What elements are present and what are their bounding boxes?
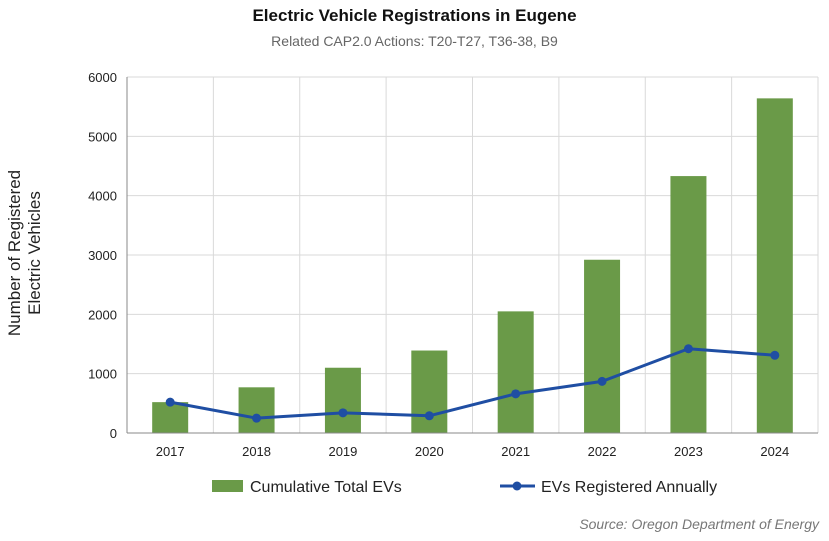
x-tick-label: 2023 xyxy=(674,444,703,459)
legend-bar-swatch xyxy=(212,480,243,492)
x-tick-label: 2022 xyxy=(588,444,617,459)
legend-line-marker xyxy=(512,481,522,491)
bar-cumulative xyxy=(497,311,534,433)
bar-cumulative xyxy=(324,367,361,433)
tick-labels: 0 1000 2000 3000 4000 5000 6000 2017 2018 2019 202… xyxy=(88,70,789,459)
y-tick-label: 4000 xyxy=(88,189,117,204)
bar-cumulative xyxy=(238,387,275,433)
y-tick-label: 2000 xyxy=(88,307,117,322)
point-annual xyxy=(511,389,521,399)
legend-label-cumulative: Cumulative Total EVs xyxy=(250,479,402,496)
grid xyxy=(126,76,819,434)
source-note: Source: Oregon Department of Energy xyxy=(579,516,819,532)
x-tick-label: 2020 xyxy=(415,444,444,459)
chart-subtitle: Related CAP2.0 Actions: T20-T27, T36-38,… xyxy=(271,33,558,49)
bar-cumulative xyxy=(756,98,793,434)
x-tick-label: 2021 xyxy=(501,444,530,459)
x-tick-label: 2019 xyxy=(328,444,357,459)
point-annual xyxy=(683,344,693,354)
y-tick-label: 0 xyxy=(110,426,117,441)
legend[interactable]: Cumulative Total EVs EVs Registered Annu… xyxy=(212,479,717,496)
x-tick-label: 2017 xyxy=(156,444,185,459)
line-annual xyxy=(169,347,775,420)
y-tick-label: 3000 xyxy=(88,248,117,263)
point-annual xyxy=(252,413,262,423)
y-tick-label: 5000 xyxy=(88,129,117,144)
point-annual xyxy=(770,350,780,360)
axes xyxy=(126,77,818,434)
y-tick-label: 6000 xyxy=(88,70,117,85)
bar-cumulative xyxy=(584,259,621,433)
point-annual xyxy=(597,376,607,386)
x-tick-label: 2018 xyxy=(242,444,271,459)
bar-cumulative xyxy=(411,350,448,433)
chart-title: Electric Vehicle Registrations in Eugene xyxy=(252,6,577,25)
bar-cumulative xyxy=(670,176,707,433)
bar-cumulative xyxy=(152,402,189,433)
legend-label-annual: EVs Registered Annually xyxy=(541,479,717,496)
point-annual xyxy=(165,397,175,407)
line-series xyxy=(165,344,780,423)
point-annual xyxy=(338,408,348,418)
point-annual xyxy=(424,411,434,421)
y-tick-label: 1000 xyxy=(88,367,117,382)
x-tick-label: 2024 xyxy=(760,444,789,459)
